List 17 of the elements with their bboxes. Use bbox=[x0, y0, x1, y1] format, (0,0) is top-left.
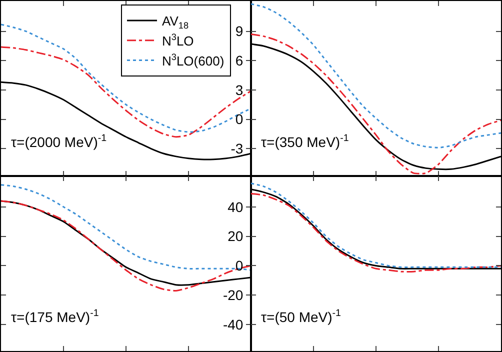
line-series bbox=[251, 3, 501, 148]
legend-label: N$^{3}$LO bbox=[162, 32, 194, 48]
y-tick-label: 0 bbox=[235, 111, 244, 128]
y-tick-label: 20 bbox=[228, 228, 244, 244]
legend-label: N$^{3}$LO(600) bbox=[162, 52, 224, 68]
y-tick-label: 3 bbox=[235, 82, 244, 98]
y-tick-label: -20 bbox=[222, 287, 244, 304]
y-tick-label: -40 bbox=[222, 316, 244, 332]
annotation: τ=(175 MeV)$^{-1}$ bbox=[11, 308, 99, 325]
y-tick-label: 6 bbox=[235, 52, 244, 69]
y-tick-label: -3 bbox=[230, 140, 244, 157]
y-tick-label: 40 bbox=[228, 198, 244, 215]
annotation: τ=(2000 MeV)$^{-1}$ bbox=[11, 133, 107, 150]
annotation: τ=(50 MeV)$^{-1}$ bbox=[261, 308, 341, 325]
y-tick-label: 9 bbox=[235, 23, 244, 40]
legend-label: AV$_{18}$ bbox=[162, 14, 189, 30]
annotation: τ=(350 MeV)$^{-1}$ bbox=[261, 133, 349, 150]
